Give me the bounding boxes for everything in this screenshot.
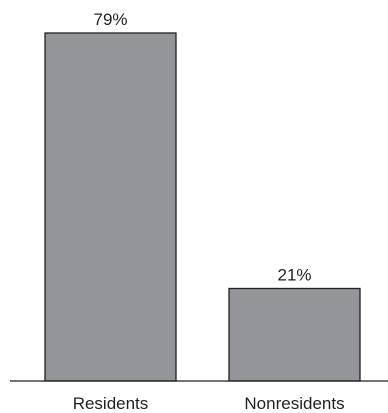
- labels-layer: 79% Residents 21% Nonresidents: [73, 10, 345, 413]
- data-label-nonresidents: 21%: [277, 265, 311, 284]
- bar-nonresidents: [228, 287, 361, 382]
- tick-label-residents: Residents: [73, 394, 149, 413]
- tick-label-nonresidents: Nonresidents: [244, 394, 344, 413]
- data-label-residents: 79%: [93, 10, 127, 29]
- bar-residents: [44, 32, 177, 382]
- bars-layer: [44, 32, 361, 382]
